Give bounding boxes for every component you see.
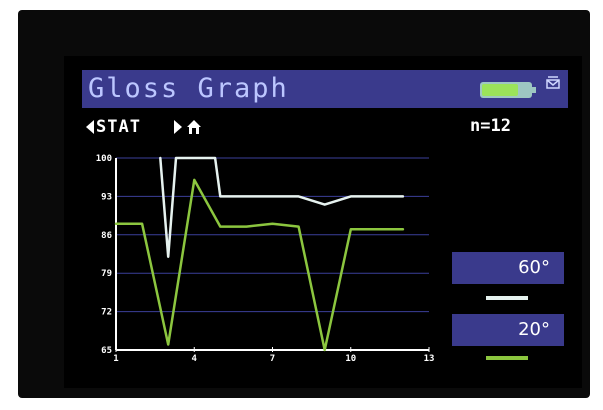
mail-icon[interactable] [546, 76, 560, 90]
legend-item-20[interactable]: 20° [452, 314, 564, 346]
arrow-right-icon[interactable] [172, 118, 184, 136]
chart-axes [115, 158, 430, 352]
stat-label[interactable]: STAT [96, 117, 141, 137]
page-title: Gloss Graph [88, 73, 289, 104]
x-tick-label-4: 4 [192, 354, 198, 364]
legend-item-60[interactable]: 60° [452, 252, 564, 284]
series-line-20 [114, 178, 405, 352]
title-bar: Gloss Graph [82, 70, 568, 108]
legend-swatch-60 [486, 296, 528, 300]
legend-swatch-20 [486, 356, 528, 360]
legend-label-60: 60° [518, 257, 550, 278]
x-tick-label-10: 10 [345, 354, 356, 364]
series-line-60 [159, 156, 405, 258]
display-screen: Gloss Graph STAT [64, 56, 582, 388]
x-tick-label-1: 1 [113, 354, 118, 364]
arrow-left-icon[interactable] [84, 118, 96, 136]
y-tick-label-93: 93 [101, 192, 112, 202]
y-tick-label-79: 79 [101, 269, 112, 279]
chart-tick-labels: 65 72 79 86 93 100 1 4 7 10 13 [96, 154, 435, 364]
device-bezel: Gloss Graph STAT [18, 10, 590, 398]
x-tick-label-7: 7 [270, 354, 275, 364]
y-tick-label-100: 100 [96, 154, 112, 164]
chart-series [114, 156, 405, 352]
sample-count: n=12 [470, 116, 511, 136]
y-tick-label-86: 86 [101, 231, 112, 241]
y-tick-label-72: 72 [101, 308, 112, 318]
battery-icon [480, 82, 536, 98]
home-icon[interactable] [186, 118, 202, 136]
y-tick-label-65: 65 [101, 346, 112, 356]
x-tick-label-13: 13 [424, 354, 435, 364]
legend-label-20: 20° [518, 319, 550, 340]
gloss-chart: 65 72 79 86 93 100 1 4 7 10 13 [96, 154, 435, 364]
